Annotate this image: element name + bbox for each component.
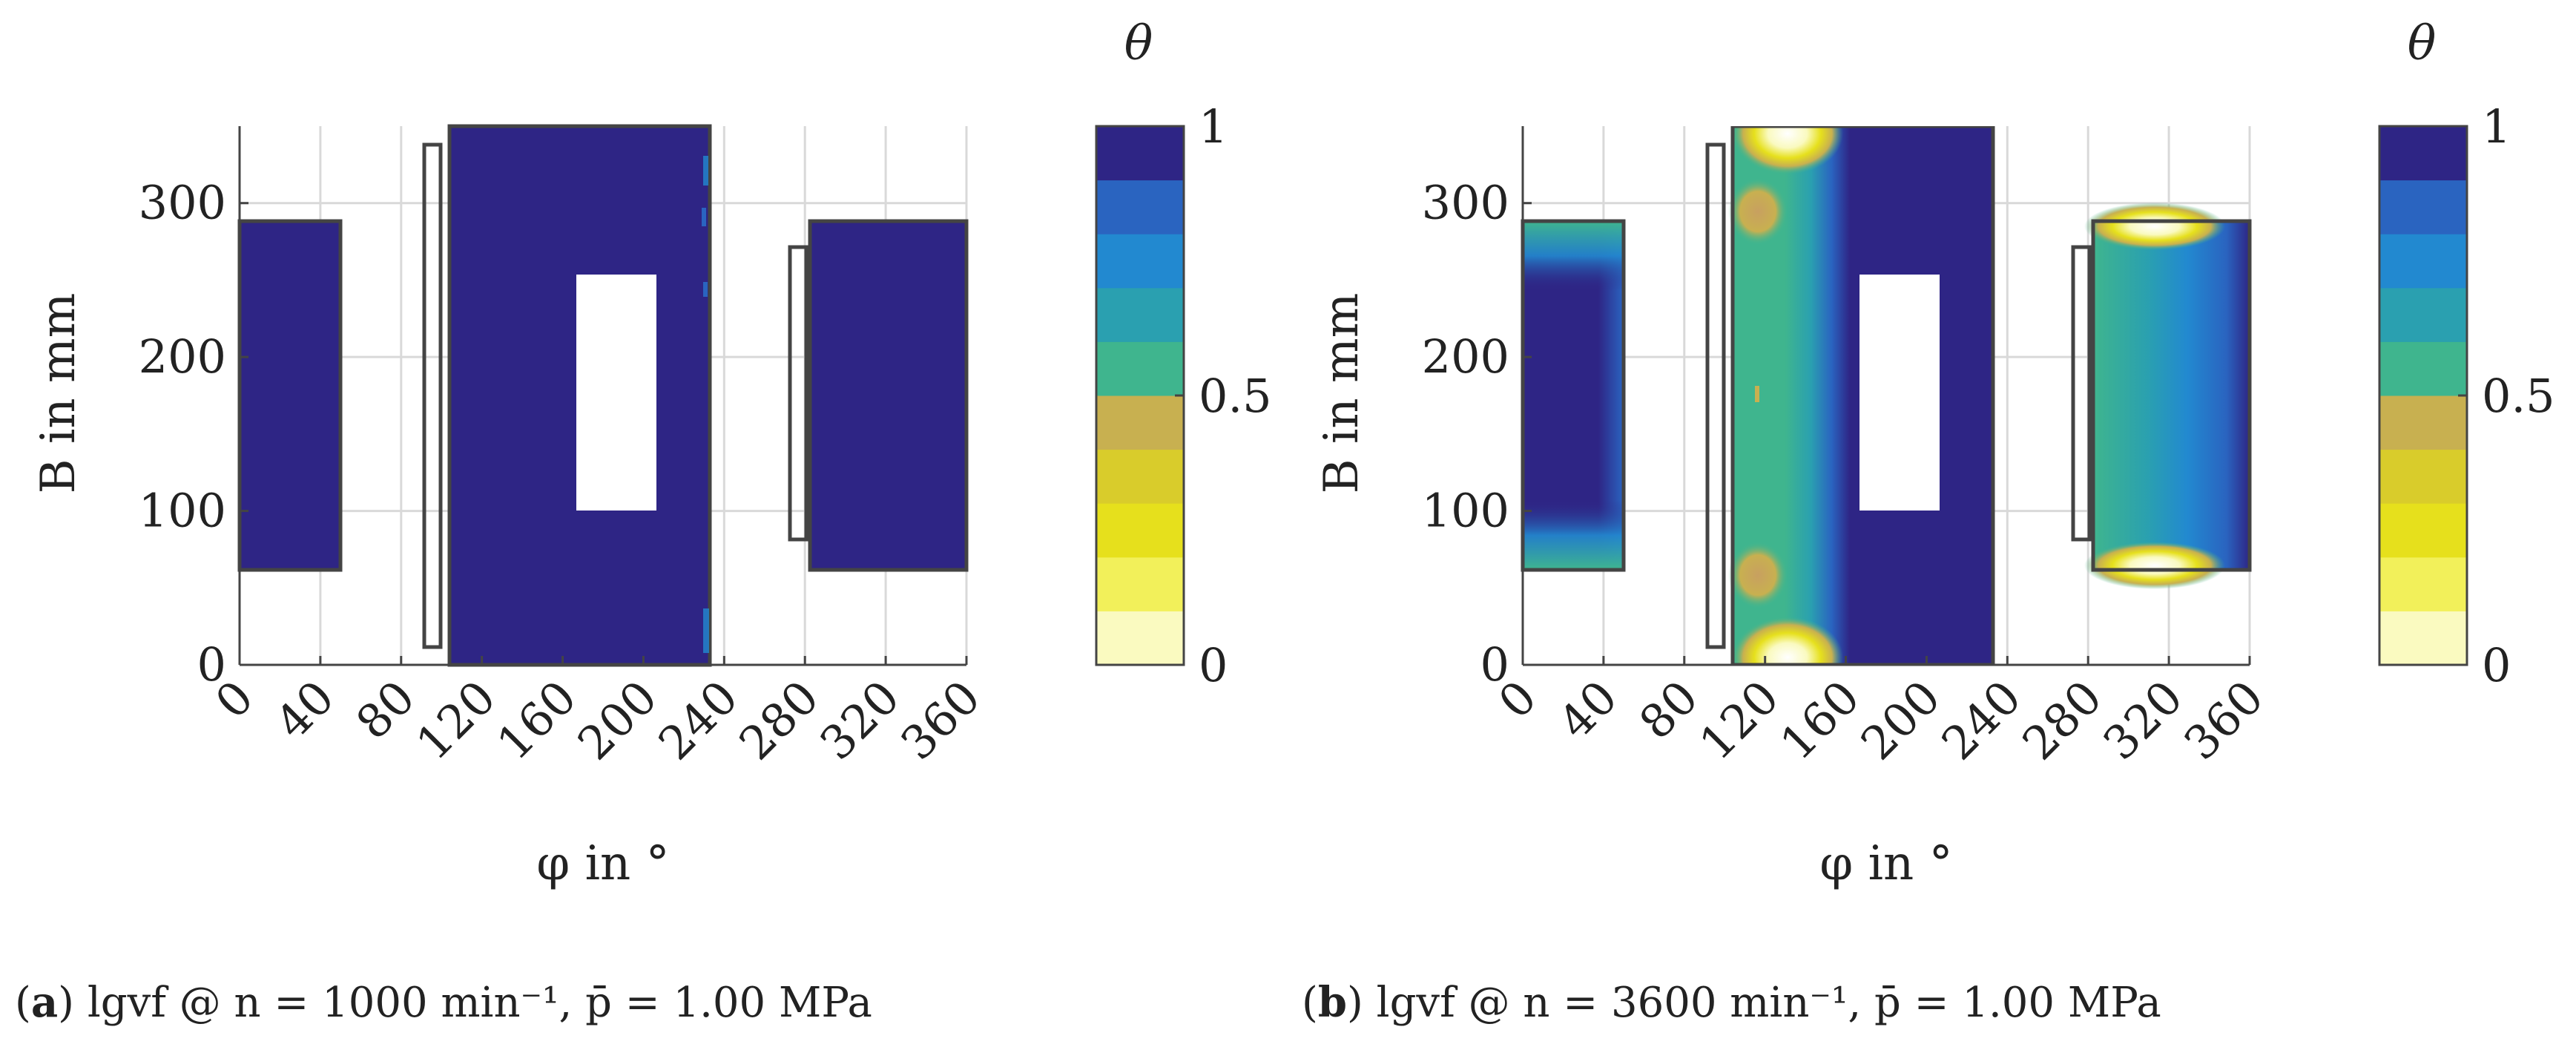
colorbar-level bbox=[2379, 557, 2467, 611]
pad-3-b bbox=[2084, 203, 2252, 589]
colorbar-tick-label: 0.5 bbox=[2482, 369, 2555, 423]
colorbar-level bbox=[2379, 449, 2467, 504]
colorbar-tick-label: 0 bbox=[2482, 638, 2511, 692]
x-tick-label: 200 bbox=[567, 670, 668, 770]
colorbar-title-b: θ bbox=[2408, 16, 2437, 71]
colorbar-level bbox=[2379, 341, 2467, 396]
pad-1-a bbox=[237, 219, 343, 572]
y-axis-label-a: B in mm bbox=[31, 293, 86, 494]
x-tick-label: 120 bbox=[1689, 670, 1789, 770]
pad-2-a-hole bbox=[576, 275, 656, 511]
x-tick-label: 40 bbox=[265, 670, 344, 749]
y-axis-label-b: B in mm bbox=[1314, 293, 1369, 494]
y-tick-label: 300 bbox=[1422, 176, 1509, 230]
colorbar-tick-label: 0.5 bbox=[1199, 369, 1272, 423]
colorbar-tick-label: 1 bbox=[1199, 99, 1228, 154]
groove-2-a bbox=[788, 245, 808, 542]
x-tick-label: 240 bbox=[648, 670, 748, 770]
x-tick-label: 320 bbox=[809, 670, 909, 770]
colorbar-a: 00.51 bbox=[1095, 99, 1272, 692]
x-tick-label: 40 bbox=[1548, 670, 1627, 749]
pad-2-a bbox=[447, 124, 712, 667]
caption-a: (a) lgvf @ n = 1000 min⁻¹, p̄ = 1.00 MPa bbox=[15, 978, 872, 1027]
x-tick-label: 160 bbox=[1770, 670, 1870, 770]
x-tick-label: 120 bbox=[406, 670, 506, 770]
y-tick-label: 0 bbox=[197, 637, 226, 692]
y-tick-label: 0 bbox=[1480, 637, 1509, 692]
x-tick-label: 360 bbox=[890, 670, 990, 770]
colorbar-level bbox=[2379, 611, 2467, 666]
colorbar-tick-label: 0 bbox=[1199, 638, 1228, 692]
groove-2-b bbox=[2071, 245, 2092, 542]
x-tick-label: 320 bbox=[2092, 670, 2193, 770]
pad-2-b bbox=[1728, 126, 1995, 665]
caption-b: (b) lgvf @ n = 3600 min⁻¹, p̄ = 1.00 MPa bbox=[1302, 978, 2161, 1027]
x-tick-label: 280 bbox=[729, 670, 829, 770]
colorbar-level bbox=[2379, 503, 2467, 558]
y-tick-label: 300 bbox=[139, 176, 226, 230]
x-tick-label: 240 bbox=[1931, 670, 2032, 770]
colorbar-level bbox=[1096, 341, 1184, 396]
colorbar-level bbox=[1096, 611, 1184, 666]
colorbar-title-a: θ bbox=[1124, 16, 1153, 71]
x-tick-label: 360 bbox=[2173, 670, 2273, 770]
y-tick-label: 100 bbox=[139, 484, 226, 538]
colorbar-level bbox=[1096, 449, 1184, 504]
colorbar-level bbox=[2379, 180, 2467, 234]
y-tick-label: 100 bbox=[1422, 484, 1509, 538]
colorbar-level bbox=[1096, 503, 1184, 558]
colorbar-b: 00.51 bbox=[2378, 99, 2555, 692]
colorbar-level bbox=[2379, 126, 2467, 181]
colorbar-level bbox=[2379, 287, 2467, 342]
colorbar-level bbox=[1096, 126, 1184, 181]
y-tick-label: 200 bbox=[1422, 329, 1509, 384]
pad-3-a bbox=[808, 219, 969, 572]
colorbar-level bbox=[1096, 557, 1184, 611]
y-tick-label: 200 bbox=[139, 329, 226, 384]
groove-1-b bbox=[1705, 142, 1726, 649]
colorbar-level bbox=[1096, 234, 1184, 289]
colorbar-tick-label: 1 bbox=[2482, 99, 2511, 154]
x-tick-label: 160 bbox=[487, 670, 587, 770]
pad-1-b bbox=[1521, 219, 1626, 572]
colorbar-level bbox=[1096, 396, 1184, 450]
x-axis-label-b: φ in ° bbox=[1819, 836, 1952, 891]
colorbar-level bbox=[1096, 180, 1184, 234]
x-tick-label: 280 bbox=[2012, 670, 2112, 770]
x-tick-label: 200 bbox=[1851, 670, 1951, 770]
colorbar-level bbox=[1096, 287, 1184, 342]
x-axis-label-a: φ in ° bbox=[536, 836, 669, 891]
colorbar-level bbox=[2379, 396, 2467, 450]
groove-1-a bbox=[422, 142, 443, 649]
colorbar-level bbox=[2379, 234, 2467, 289]
